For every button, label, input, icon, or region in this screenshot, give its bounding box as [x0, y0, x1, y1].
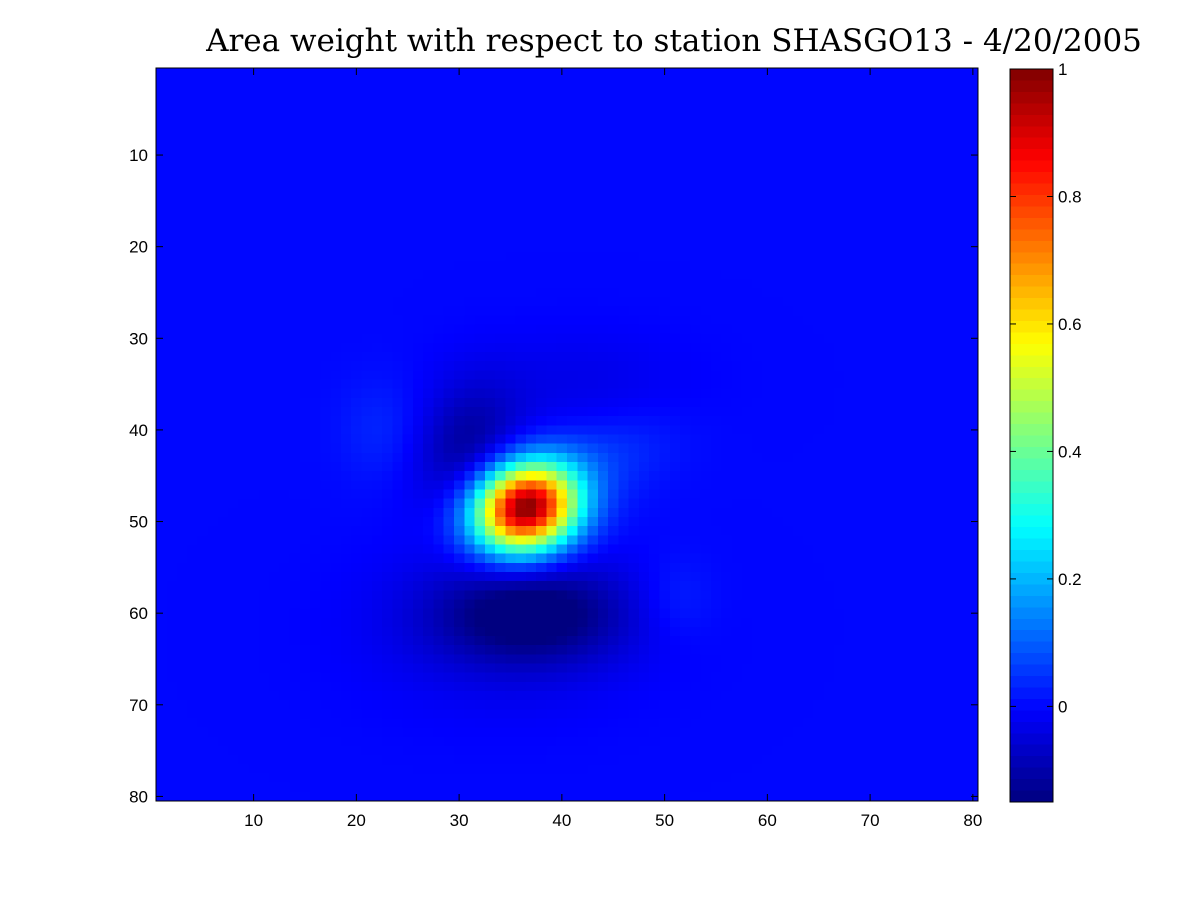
heatmap-image	[156, 68, 978, 801]
x-tick-label: 30	[450, 811, 469, 830]
x-tick-label: 70	[861, 811, 880, 830]
plot-area: 10 20 30 40 50 60 70 80 10 20 30 40 50 60 70 80	[129, 67, 982, 830]
colorbar-tick-label: 0.2	[1058, 570, 1082, 589]
x-tick-label: 10	[244, 811, 263, 830]
y-tick-label: 20	[129, 238, 148, 257]
colorbar-ticks: 0 0.2 0.4 0.6 0.8 1	[1010, 60, 1082, 716]
y-axis: 10 20 30 40 50 60 70 80	[129, 146, 978, 806]
colorbar-tick-label: 1	[1058, 60, 1067, 79]
y-tick-label: 60	[129, 604, 148, 623]
colorbar-tick-label: 0	[1058, 697, 1067, 716]
x-tick-label: 60	[758, 811, 777, 830]
colorbar: 0 0.2 0.4 0.6 0.8 1	[1009, 60, 1082, 803]
y-tick-label: 30	[129, 329, 148, 348]
colorbar-tick-label: 0.8	[1058, 187, 1082, 206]
x-axis: 10 20 30 40 50 60 70 80	[244, 68, 982, 830]
colorbar-tick-label: 0.6	[1058, 315, 1082, 334]
y-tick-label: 80	[129, 787, 148, 806]
plot-frame	[155, 67, 979, 802]
x-tick-label: 40	[552, 811, 571, 830]
y-tick-label: 50	[129, 513, 148, 532]
colorbar-frame	[1009, 68, 1054, 803]
y-tick-label: 40	[129, 421, 148, 440]
x-tick-label: 80	[963, 811, 982, 830]
colorbar-tick-label: 0.4	[1058, 442, 1082, 461]
colorbar-gradient	[1010, 69, 1053, 802]
x-tick-label: 50	[655, 811, 674, 830]
x-tick-label: 20	[347, 811, 366, 830]
y-tick-label: 70	[129, 696, 148, 715]
y-tick-label: 10	[129, 146, 148, 165]
chart-title: Area weight with respect to station SHAS…	[205, 23, 1142, 59]
